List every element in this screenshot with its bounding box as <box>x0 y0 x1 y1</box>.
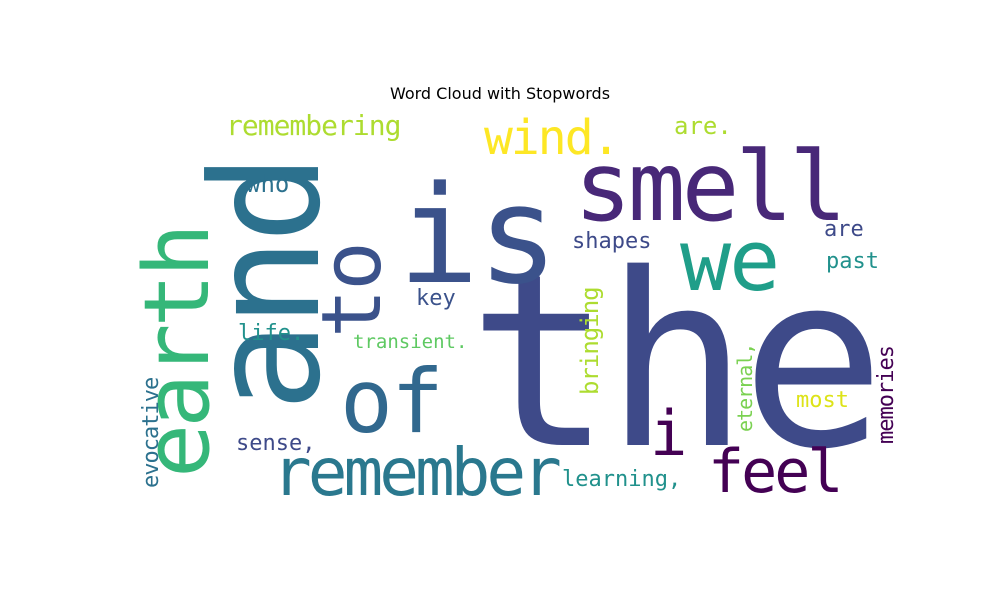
word-bringing-label: bringing <box>576 287 604 395</box>
word-evocative-label: evocative <box>139 378 164 488</box>
word-eternal-label: eternal, <box>733 344 757 432</box>
word-remembering-label: remembering <box>226 109 400 142</box>
word-who-label: who <box>246 170 289 198</box>
word-we-label: we <box>680 212 778 311</box>
word-shapes-label: shapes <box>572 229 651 254</box>
word-to-label: to <box>305 243 400 338</box>
word-are-label: are <box>824 217 864 242</box>
word-sense-label: sense, <box>236 431 315 456</box>
word-i-label: i <box>650 397 687 470</box>
word-are-label: are. <box>674 112 732 140</box>
word-transient-label: transient. <box>353 331 467 353</box>
word-life-label: life. <box>238 321 304 346</box>
word-learning-label: learning, <box>562 467 681 492</box>
word-wind-label: wind. <box>484 110 619 166</box>
word-memories-label: memories <box>874 346 899 444</box>
word-feel-label: feel <box>708 437 841 507</box>
word-past-label: past <box>826 249 879 274</box>
word-key-label: key <box>416 286 456 311</box>
word-most-label: most <box>796 388 849 413</box>
